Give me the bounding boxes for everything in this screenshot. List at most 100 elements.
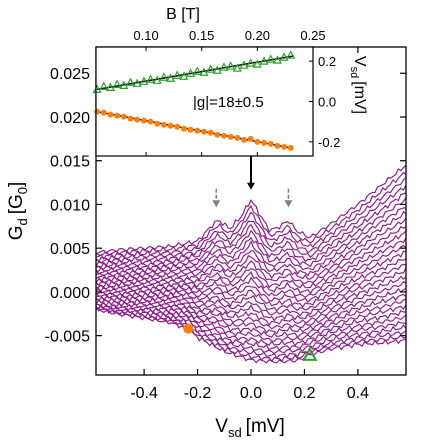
inset-circle-point bbox=[180, 125, 187, 132]
inset-circle-point bbox=[287, 144, 294, 151]
trace-line bbox=[95, 267, 407, 312]
x-tick-label: -0.2 bbox=[184, 385, 212, 402]
inset-triangle-point bbox=[132, 78, 142, 87]
inset-x-tick-label: 0.25 bbox=[300, 28, 325, 43]
y-tick-label: 0.015 bbox=[50, 154, 90, 171]
y-tick-label: -0.005 bbox=[45, 329, 90, 346]
inset-x-tick-label: 0.20 bbox=[245, 28, 270, 43]
inset-triangle-point bbox=[239, 60, 249, 69]
inset-circle-point bbox=[194, 127, 201, 134]
inset-triangle-point bbox=[152, 75, 162, 84]
inset-circle-point bbox=[140, 117, 147, 124]
trace-line bbox=[95, 171, 407, 257]
inset-circle-point bbox=[281, 143, 288, 150]
inset-triangle-point bbox=[172, 70, 182, 79]
inset-circle-point bbox=[147, 118, 154, 125]
inset-circle-point bbox=[241, 136, 248, 143]
inset-circle-point bbox=[160, 121, 167, 128]
inset-triangle-point bbox=[99, 81, 109, 90]
trace-line bbox=[95, 230, 407, 285]
inset-circle-point bbox=[187, 126, 194, 133]
inset-circle-point bbox=[247, 135, 254, 142]
inset-circle-point bbox=[234, 134, 241, 141]
trace-line bbox=[95, 292, 407, 330]
inset-y-tick-label: 0.0 bbox=[318, 95, 336, 110]
inset-circle-point bbox=[227, 133, 234, 140]
trace-line bbox=[95, 296, 407, 338]
trace-line bbox=[95, 275, 407, 317]
inset-triangle-point bbox=[212, 65, 222, 74]
inset-y-ticks: -0.2 0.0 0.2 bbox=[309, 54, 340, 150]
inset-y-tick-label: 0.2 bbox=[318, 54, 336, 69]
inset-circle-point bbox=[214, 131, 221, 138]
inset-triangle-point bbox=[92, 84, 102, 93]
inset-circle-point bbox=[174, 123, 181, 130]
inset-x-ticks: 0.10 0.15 0.20 0.25 bbox=[133, 28, 326, 156]
inset-triangle-point bbox=[259, 56, 269, 65]
inset-circle-point bbox=[220, 132, 227, 139]
inset-circle-point bbox=[200, 128, 207, 135]
inset-background bbox=[96, 47, 313, 156]
trace-line bbox=[95, 225, 407, 280]
inset-x-tick-label: 0.15 bbox=[189, 28, 214, 43]
y-tick-label: 0.005 bbox=[50, 241, 90, 258]
inset-circle-point bbox=[120, 113, 127, 120]
inset-circle-point bbox=[167, 122, 174, 129]
arrow-head bbox=[247, 182, 255, 190]
inset-triangle-point bbox=[119, 80, 129, 89]
inset-triangle-point bbox=[192, 66, 202, 75]
x-tick-label: 0.4 bbox=[347, 385, 369, 402]
inset-triangle-point bbox=[186, 68, 196, 77]
inset-circle-point bbox=[114, 112, 121, 119]
inset-y-axis-title: Vsd[mV] bbox=[348, 56, 368, 114]
inset-triangle-point bbox=[159, 72, 169, 81]
inset-circle-point bbox=[100, 109, 107, 116]
trace-line bbox=[95, 287, 407, 327]
inset-triangle-point bbox=[232, 63, 242, 72]
y-tick-label: 0.010 bbox=[50, 197, 90, 214]
x-tick-label: 0.0 bbox=[240, 385, 262, 402]
arrow-head bbox=[284, 200, 293, 208]
inset-triangle-point bbox=[266, 54, 276, 63]
trace-line bbox=[95, 164, 407, 255]
trace-line bbox=[95, 184, 407, 263]
inset-triangle-point bbox=[206, 64, 216, 73]
main-y-ticks: -0.005 0.000 0.005 0.010 0.015 0.020 0.025 bbox=[45, 66, 406, 346]
main-markers bbox=[183, 323, 318, 361]
inset-circle-point bbox=[254, 138, 261, 145]
main-x-ticks: -0.4 -0.2 0.0 0.2 0.4 bbox=[130, 47, 369, 402]
y-tick-label: 0.020 bbox=[50, 110, 90, 127]
inset-triangle-point bbox=[139, 76, 149, 85]
main-traces bbox=[95, 164, 407, 364]
inset-triangle-point bbox=[199, 67, 209, 76]
inset-triangle-point bbox=[179, 71, 189, 80]
inset-triangle-point bbox=[125, 77, 136, 86]
inset-triangle-point bbox=[286, 50, 296, 59]
trace-line bbox=[95, 258, 407, 304]
inset-circle-point bbox=[267, 140, 274, 147]
trace-line bbox=[95, 237, 407, 289]
trace-line bbox=[95, 263, 407, 309]
main-arrows bbox=[212, 156, 293, 208]
inset-triangle-point bbox=[246, 58, 256, 67]
trace-line bbox=[95, 244, 407, 295]
inset-circle-point bbox=[154, 120, 161, 127]
g-factor-annotation: |g|=18±0.5 bbox=[193, 94, 264, 111]
inset-triangle-point bbox=[146, 74, 156, 83]
arrow-head bbox=[212, 200, 221, 208]
orange-circle-marker bbox=[183, 323, 194, 334]
inset-y-tick-label: -0.2 bbox=[318, 135, 340, 150]
inset-x-axis-title: B [T] bbox=[166, 6, 200, 23]
trace-line bbox=[95, 298, 407, 342]
inset-x-tick-label: 0.10 bbox=[133, 28, 158, 43]
trace-line bbox=[95, 197, 407, 267]
inset-triangle-point bbox=[272, 55, 282, 64]
inset-points bbox=[92, 50, 296, 151]
inset-circle-point bbox=[94, 108, 101, 115]
inset-circle-point bbox=[207, 129, 214, 136]
inset-triangle-point bbox=[219, 62, 229, 71]
inset-circle-point bbox=[274, 142, 281, 149]
y-tick-label: 0.000 bbox=[50, 285, 90, 302]
trace-line bbox=[95, 192, 407, 264]
